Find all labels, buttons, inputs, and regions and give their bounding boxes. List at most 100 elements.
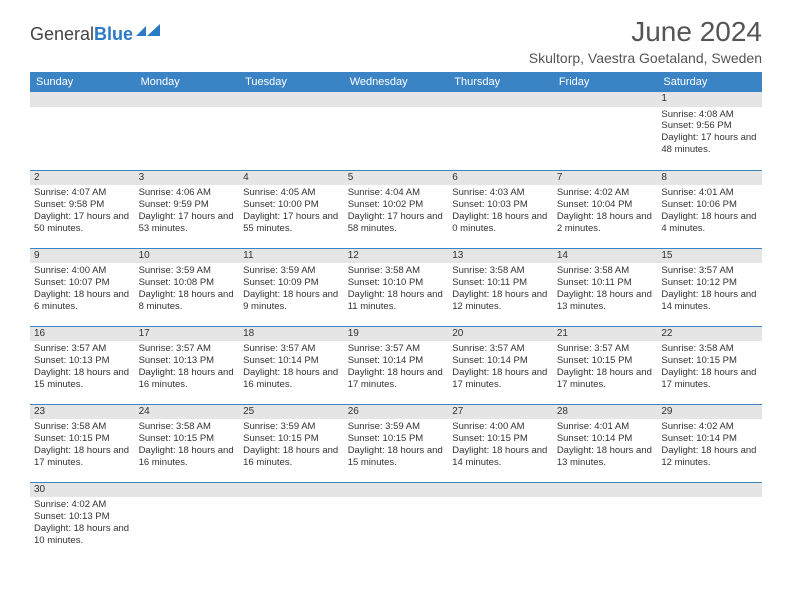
calendar-week: 9Sunrise: 4:00 AMSunset: 10:07 PMDayligh… — [30, 248, 762, 326]
day-header: Monday — [135, 72, 240, 92]
sunset-line: Sunset: 10:08 PM — [139, 277, 236, 289]
calendar-day-empty — [30, 92, 135, 170]
sunset-line: Sunset: 9:56 PM — [661, 120, 758, 132]
sunrise-line: Sunrise: 4:04 AM — [348, 187, 445, 199]
day-number: 6 — [448, 171, 553, 186]
day-number: 15 — [657, 249, 762, 264]
calendar-day-empty — [344, 92, 449, 170]
calendar-day: 13Sunrise: 3:58 AMSunset: 10:11 PMDaylig… — [448, 248, 553, 326]
day-number-empty — [448, 483, 553, 498]
calendar-day-empty — [239, 92, 344, 170]
sunset-line: Sunset: 10:13 PM — [34, 511, 131, 523]
day-details: Sunrise: 3:58 AMSunset: 10:15 PMDaylight… — [661, 343, 758, 391]
sunset-line: Sunset: 10:09 PM — [243, 277, 340, 289]
sunrise-line: Sunrise: 3:59 AM — [139, 265, 236, 277]
sunrise-line: Sunrise: 4:00 AM — [452, 421, 549, 433]
sunset-line: Sunset: 10:06 PM — [661, 199, 758, 211]
day-number: 16 — [30, 327, 135, 342]
calendar-day: 14Sunrise: 3:58 AMSunset: 10:11 PMDaylig… — [553, 248, 658, 326]
daylight-line: Daylight: 18 hours and 2 minutes. — [557, 211, 654, 235]
sunrise-line: Sunrise: 4:00 AM — [34, 265, 131, 277]
day-number: 19 — [344, 327, 449, 342]
day-details: Sunrise: 3:57 AMSunset: 10:13 PMDaylight… — [34, 343, 131, 391]
sunrise-line: Sunrise: 3:58 AM — [139, 421, 236, 433]
flag-icon — [136, 24, 162, 45]
sunset-line: Sunset: 10:11 PM — [557, 277, 654, 289]
sunrise-line: Sunrise: 4:08 AM — [661, 109, 758, 121]
day-number-empty — [135, 92, 240, 107]
calendar-day: 16Sunrise: 3:57 AMSunset: 10:13 PMDaylig… — [30, 326, 135, 404]
day-details: Sunrise: 3:58 AMSunset: 10:15 PMDaylight… — [34, 421, 131, 469]
sunset-line: Sunset: 9:58 PM — [34, 199, 131, 211]
day-number: 26 — [344, 405, 449, 420]
calendar-day: 24Sunrise: 3:58 AMSunset: 10:15 PMDaylig… — [135, 404, 240, 482]
daylight-line: Daylight: 18 hours and 0 minutes. — [452, 211, 549, 235]
sunset-line: Sunset: 9:59 PM — [139, 199, 236, 211]
sunset-line: Sunset: 10:14 PM — [348, 355, 445, 367]
calendar-day: 9Sunrise: 4:00 AMSunset: 10:07 PMDayligh… — [30, 248, 135, 326]
day-number: 10 — [135, 249, 240, 264]
calendar-week: 16Sunrise: 3:57 AMSunset: 10:13 PMDaylig… — [30, 326, 762, 404]
day-number-empty — [239, 483, 344, 498]
day-number: 29 — [657, 405, 762, 420]
daylight-line: Daylight: 17 hours and 55 minutes. — [243, 211, 340, 235]
daylight-line: Daylight: 18 hours and 15 minutes. — [34, 367, 131, 391]
calendar-day: 1Sunrise: 4:08 AMSunset: 9:56 PMDaylight… — [657, 92, 762, 170]
sunrise-line: Sunrise: 3:59 AM — [243, 265, 340, 277]
sunrise-line: Sunrise: 3:59 AM — [243, 421, 340, 433]
calendar-week: 2Sunrise: 4:07 AMSunset: 9:58 PMDaylight… — [30, 170, 762, 248]
calendar-day: 12Sunrise: 3:58 AMSunset: 10:10 PMDaylig… — [344, 248, 449, 326]
day-number: 21 — [553, 327, 658, 342]
day-details: Sunrise: 4:04 AMSunset: 10:02 PMDaylight… — [348, 187, 445, 235]
sunrise-line: Sunrise: 4:02 AM — [34, 499, 131, 511]
calendar-day: 18Sunrise: 3:57 AMSunset: 10:14 PMDaylig… — [239, 326, 344, 404]
sunset-line: Sunset: 10:14 PM — [661, 433, 758, 445]
daylight-line: Daylight: 18 hours and 17 minutes. — [661, 367, 758, 391]
calendar-day: 6Sunrise: 4:03 AMSunset: 10:03 PMDayligh… — [448, 170, 553, 248]
calendar-day: 10Sunrise: 3:59 AMSunset: 10:08 PMDaylig… — [135, 248, 240, 326]
day-number: 7 — [553, 171, 658, 186]
sunset-line: Sunset: 10:14 PM — [557, 433, 654, 445]
sunrise-line: Sunrise: 3:57 AM — [34, 343, 131, 355]
daylight-line: Daylight: 17 hours and 53 minutes. — [139, 211, 236, 235]
daylight-line: Daylight: 18 hours and 16 minutes. — [139, 367, 236, 391]
daylight-line: Daylight: 18 hours and 9 minutes. — [243, 289, 340, 313]
daylight-line: Daylight: 18 hours and 10 minutes. — [34, 523, 131, 547]
sunrise-line: Sunrise: 4:06 AM — [139, 187, 236, 199]
daylight-line: Daylight: 18 hours and 14 minutes. — [661, 289, 758, 313]
sunset-line: Sunset: 10:15 PM — [661, 355, 758, 367]
calendar-table: SundayMondayTuesdayWednesdayThursdayFrid… — [30, 72, 762, 560]
day-number: 5 — [344, 171, 449, 186]
sunrise-line: Sunrise: 3:58 AM — [348, 265, 445, 277]
day-details: Sunrise: 3:57 AMSunset: 10:14 PMDaylight… — [243, 343, 340, 391]
calendar-day: 8Sunrise: 4:01 AMSunset: 10:06 PMDayligh… — [657, 170, 762, 248]
day-number: 30 — [30, 483, 135, 498]
day-details: Sunrise: 4:08 AMSunset: 9:56 PMDaylight:… — [661, 109, 758, 157]
day-details: Sunrise: 3:58 AMSunset: 10:10 PMDaylight… — [348, 265, 445, 313]
calendar-day-empty — [239, 482, 344, 560]
day-number: 18 — [239, 327, 344, 342]
calendar-week: 23Sunrise: 3:58 AMSunset: 10:15 PMDaylig… — [30, 404, 762, 482]
day-details: Sunrise: 3:59 AMSunset: 10:15 PMDaylight… — [243, 421, 340, 469]
page-title: June 2024 — [631, 16, 762, 48]
day-number: 25 — [239, 405, 344, 420]
sunset-line: Sunset: 10:02 PM — [348, 199, 445, 211]
daylight-line: Daylight: 18 hours and 16 minutes. — [243, 367, 340, 391]
day-number-empty — [553, 92, 658, 107]
day-details: Sunrise: 4:03 AMSunset: 10:03 PMDaylight… — [452, 187, 549, 235]
calendar-body: 1Sunrise: 4:08 AMSunset: 9:56 PMDaylight… — [30, 92, 762, 560]
day-details: Sunrise: 3:57 AMSunset: 10:14 PMDaylight… — [452, 343, 549, 391]
sunrise-line: Sunrise: 3:57 AM — [557, 343, 654, 355]
daylight-line: Daylight: 18 hours and 14 minutes. — [452, 445, 549, 469]
calendar-day: 23Sunrise: 3:58 AMSunset: 10:15 PMDaylig… — [30, 404, 135, 482]
daylight-line: Daylight: 18 hours and 17 minutes. — [557, 367, 654, 391]
sunrise-line: Sunrise: 4:02 AM — [557, 187, 654, 199]
title-block: June 2024 — [631, 16, 762, 48]
day-number: 4 — [239, 171, 344, 186]
calendar-day-empty — [553, 482, 658, 560]
calendar-day: 25Sunrise: 3:59 AMSunset: 10:15 PMDaylig… — [239, 404, 344, 482]
sunset-line: Sunset: 10:15 PM — [34, 433, 131, 445]
calendar-day: 15Sunrise: 3:57 AMSunset: 10:12 PMDaylig… — [657, 248, 762, 326]
day-details: Sunrise: 3:57 AMSunset: 10:13 PMDaylight… — [139, 343, 236, 391]
daylight-line: Daylight: 18 hours and 12 minutes. — [661, 445, 758, 469]
